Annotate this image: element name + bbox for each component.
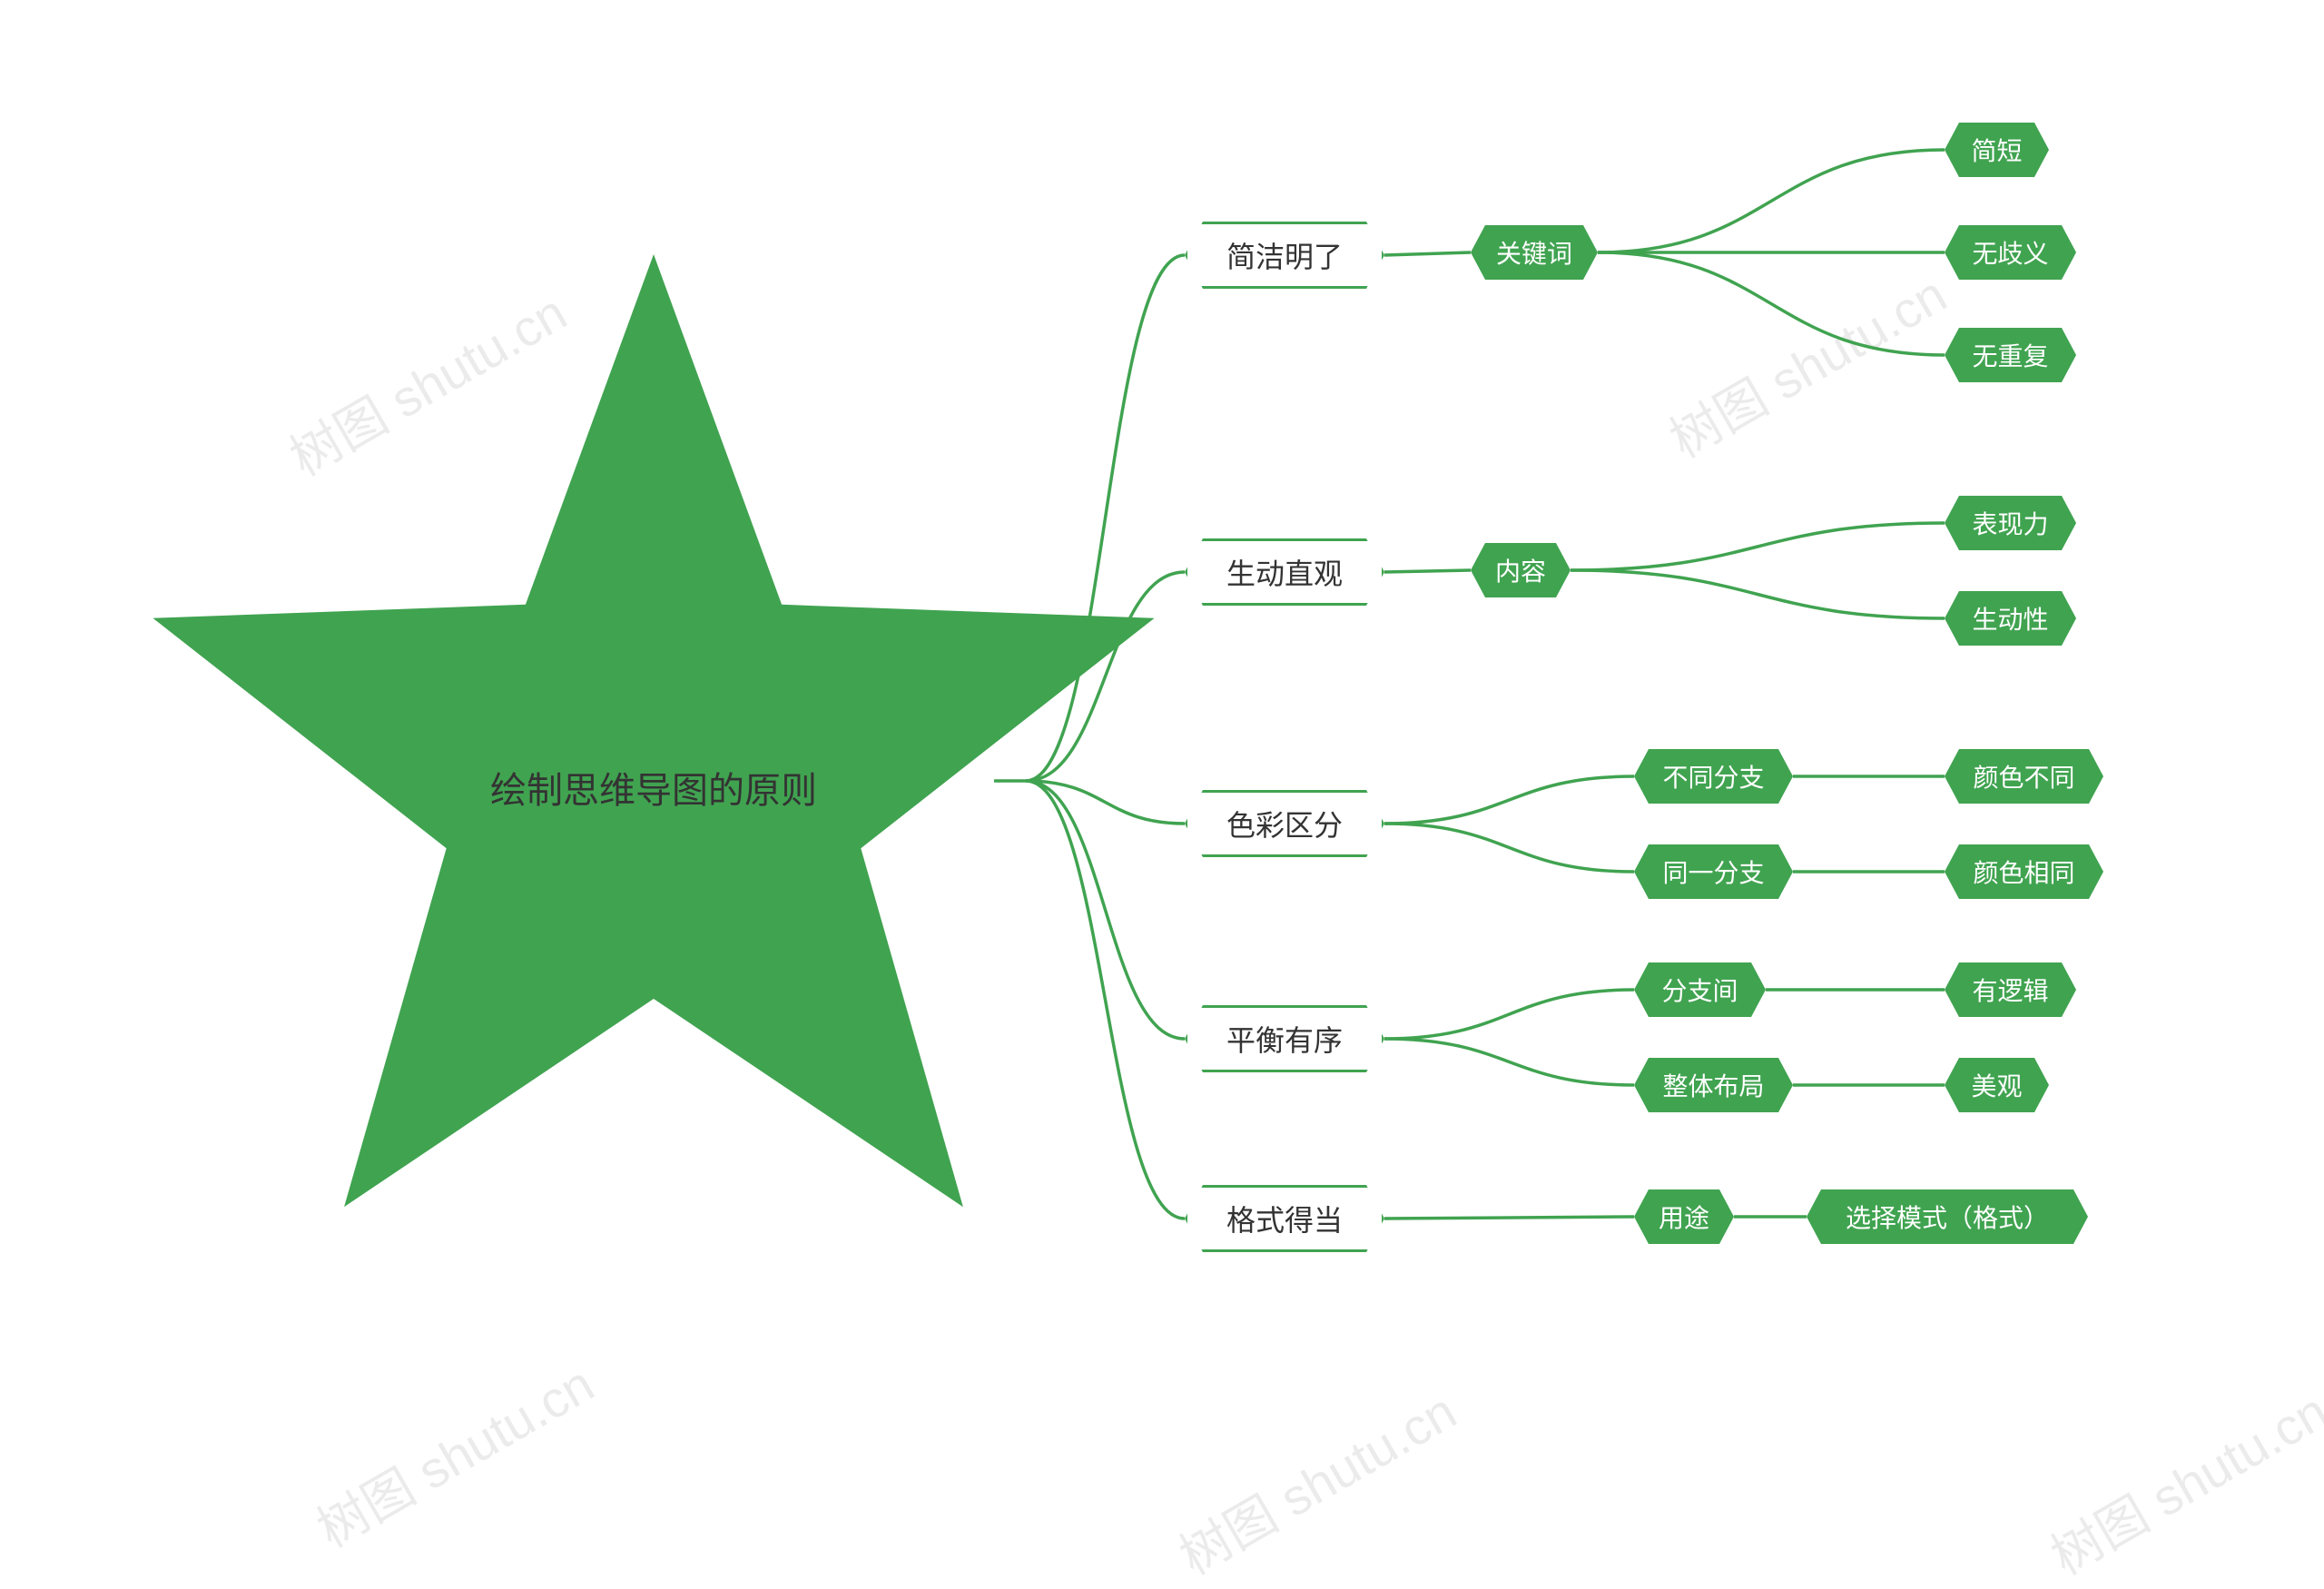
leaf-logic[interactable]: 有逻辑 (1945, 962, 2076, 1017)
leaf-noambig[interactable]: 无歧义 (1945, 225, 2076, 280)
l1-node-format[interactable]: 格式得当 (1185, 1185, 1384, 1252)
leaf-expr[interactable]: 表现力 (1945, 496, 2076, 550)
l1-node-vivid[interactable]: 生动直观 (1185, 538, 1384, 606)
root-label: 绘制思维导图的原则 (427, 761, 881, 814)
l1-node-color[interactable]: 色彩区分 (1185, 790, 1384, 857)
l2-node-usage[interactable]: 用途 (1634, 1189, 1734, 1244)
l2-node-between[interactable]: 分支间 (1634, 962, 1766, 1017)
leaf-selectmode[interactable]: 选择模式（格式） (1807, 1189, 2088, 1244)
l2-node-content[interactable]: 内容 (1471, 543, 1571, 597)
l2-node-same-branch[interactable]: 同一分支 (1634, 844, 1793, 899)
leaf-samecolor[interactable]: 颜色相同 (1945, 844, 2103, 899)
l1-node-simple[interactable]: 简洁明了 (1185, 222, 1384, 289)
leaf-vivid[interactable]: 生动性 (1945, 591, 2076, 646)
root-star (0, 0, 2324, 1491)
mindmap-canvas: 树图 shutu.cn 树图 shutu.cn 树图 shutu.cn 树图 s… (0, 0, 2324, 1491)
leaf-diffcolor[interactable]: 颜色不同 (1945, 749, 2103, 804)
l2-node-layout[interactable]: 整体布局 (1634, 1058, 1793, 1112)
l1-node-balance[interactable]: 平衡有序 (1185, 1005, 1384, 1072)
leaf-short[interactable]: 简短 (1945, 123, 2049, 177)
l2-node-diff-branch[interactable]: 不同分支 (1634, 749, 1793, 804)
leaf-norepeat[interactable]: 无重复 (1945, 328, 2076, 382)
l2-node-keyword[interactable]: 关键词 (1471, 225, 1598, 280)
leaf-beauty[interactable]: 美观 (1945, 1058, 2049, 1112)
